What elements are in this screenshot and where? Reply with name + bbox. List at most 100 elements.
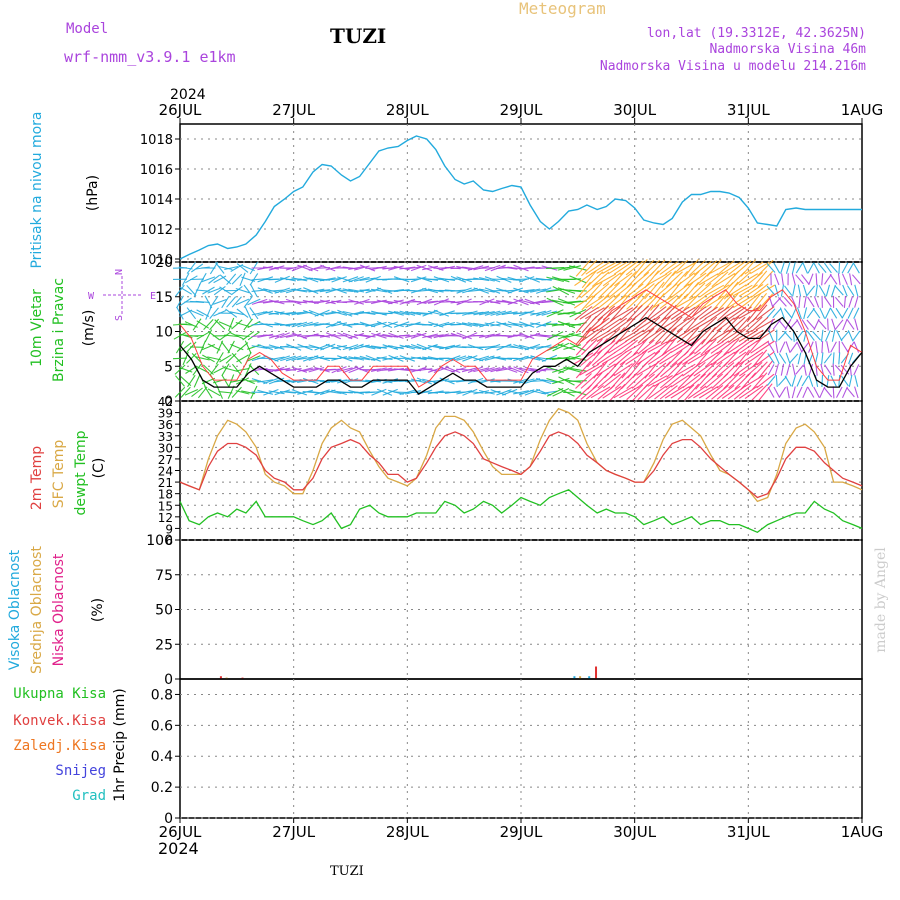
wind-arrow bbox=[314, 289, 331, 293]
wind-arrow bbox=[830, 307, 838, 319]
wind-arrow bbox=[625, 329, 645, 343]
wind-arrow bbox=[568, 367, 587, 372]
wind-arrow bbox=[796, 307, 802, 320]
wind-arrow bbox=[370, 367, 387, 373]
wind-arrow bbox=[230, 343, 244, 351]
wind-arrow bbox=[693, 260, 712, 276]
wind-arrow bbox=[746, 338, 762, 356]
wind-arrow bbox=[175, 340, 185, 354]
wind-arrow bbox=[331, 366, 347, 374]
wind-arrow bbox=[808, 375, 814, 387]
wind-arrow bbox=[291, 264, 307, 272]
wind-arrow bbox=[219, 331, 232, 341]
wind-arrow bbox=[626, 304, 643, 322]
wind-arrow bbox=[631, 283, 650, 298]
wind-arrow bbox=[766, 308, 776, 319]
wind-arrow bbox=[399, 266, 416, 270]
wind-arrow bbox=[416, 276, 433, 283]
wind-arrow bbox=[579, 306, 599, 320]
top-date-label: 27JUL bbox=[272, 101, 315, 119]
wind-arrow bbox=[579, 329, 599, 343]
pressure-ytick-label: 1016 bbox=[140, 163, 173, 178]
wind-arrow bbox=[507, 333, 524, 339]
wind-arrow bbox=[376, 320, 393, 329]
wind-arrow bbox=[422, 356, 439, 361]
wind-arrow bbox=[262, 266, 279, 270]
wind-arrow bbox=[621, 360, 637, 379]
wind-arrow bbox=[581, 339, 598, 356]
wind-arrow bbox=[405, 266, 422, 270]
wind-arrow bbox=[353, 265, 370, 271]
wind-arrow bbox=[190, 309, 204, 317]
wind-arrow bbox=[410, 332, 427, 339]
wind-arrow bbox=[642, 329, 662, 343]
cloud-ytick-label: 0 bbox=[164, 672, 173, 688]
wind-arrow bbox=[336, 289, 353, 292]
wind-arrow bbox=[268, 311, 285, 316]
wind-arrow bbox=[807, 262, 815, 274]
wind-arrow bbox=[841, 375, 849, 387]
wind-arrow bbox=[836, 330, 843, 342]
wind-arrow bbox=[848, 374, 853, 388]
wind-arrow bbox=[427, 299, 444, 304]
wind-arrow bbox=[202, 286, 215, 295]
wind-arrow bbox=[727, 385, 747, 400]
wind-arrow bbox=[659, 385, 678, 400]
wind-arrow bbox=[507, 321, 523, 328]
wind-arrow bbox=[813, 262, 820, 274]
wind-arrow bbox=[353, 356, 370, 361]
temp-ytick-label: 21 bbox=[158, 476, 173, 490]
wind-arrow bbox=[319, 288, 336, 293]
wind-arrow bbox=[699, 306, 718, 320]
wind-arrow bbox=[348, 276, 364, 283]
wind-arrow bbox=[230, 285, 243, 296]
wind-arrow bbox=[224, 265, 239, 271]
wind-arrow bbox=[682, 351, 701, 365]
wind-arrow bbox=[575, 327, 592, 345]
precip-label-conv: Konvek.Kisa bbox=[13, 713, 106, 729]
wind-arrow bbox=[513, 322, 529, 327]
wind-arrow bbox=[226, 296, 237, 308]
wind-arrow bbox=[410, 264, 427, 272]
wind-arrow bbox=[574, 272, 593, 287]
credit-text: made by Angel bbox=[873, 547, 889, 653]
wind-arrow bbox=[213, 285, 226, 296]
pressure-title: Pritisak na nivou mora bbox=[29, 111, 45, 268]
wind-arrow bbox=[530, 355, 546, 362]
precip-unit: 1hr Precip (mm) bbox=[112, 688, 128, 801]
wind-arrow bbox=[699, 283, 718, 298]
wind-arrow bbox=[746, 304, 762, 323]
wind-arrow bbox=[705, 384, 724, 400]
wind-arrow bbox=[215, 262, 225, 274]
wind-arrow bbox=[268, 332, 285, 339]
wind-arrow bbox=[513, 298, 529, 306]
wind-arrow bbox=[827, 318, 829, 331]
wind-arrow bbox=[226, 273, 237, 286]
wind-arrow bbox=[410, 378, 427, 384]
wind-arrow bbox=[219, 354, 232, 363]
wind-arrow bbox=[840, 330, 850, 341]
wind-arrow bbox=[557, 343, 576, 351]
wind-arrow bbox=[785, 341, 791, 353]
temp-ytick-label: 12 bbox=[158, 511, 173, 525]
wind-arrow bbox=[580, 350, 598, 366]
wind-arrow bbox=[568, 333, 587, 339]
wind-arrow bbox=[852, 330, 861, 342]
pressure-ytick-label: 1014 bbox=[140, 193, 173, 208]
wind-arrow bbox=[602, 317, 622, 332]
wind-arrow bbox=[676, 262, 696, 274]
wind-arrow bbox=[221, 374, 230, 388]
wind-arrow bbox=[478, 345, 495, 349]
wind-arrow bbox=[393, 299, 410, 304]
wind-arrow bbox=[546, 331, 564, 341]
wind-arrow bbox=[236, 308, 249, 318]
wind-arrow bbox=[783, 297, 793, 307]
wind-arrow bbox=[513, 390, 529, 395]
wind-arrow bbox=[664, 306, 684, 320]
wind-arrow bbox=[745, 316, 763, 333]
wind-arrow bbox=[586, 316, 604, 333]
wind-arrow bbox=[738, 351, 758, 365]
wind-arrow bbox=[478, 333, 495, 338]
wind-arrow bbox=[780, 262, 785, 274]
wind-arrow bbox=[518, 344, 535, 350]
